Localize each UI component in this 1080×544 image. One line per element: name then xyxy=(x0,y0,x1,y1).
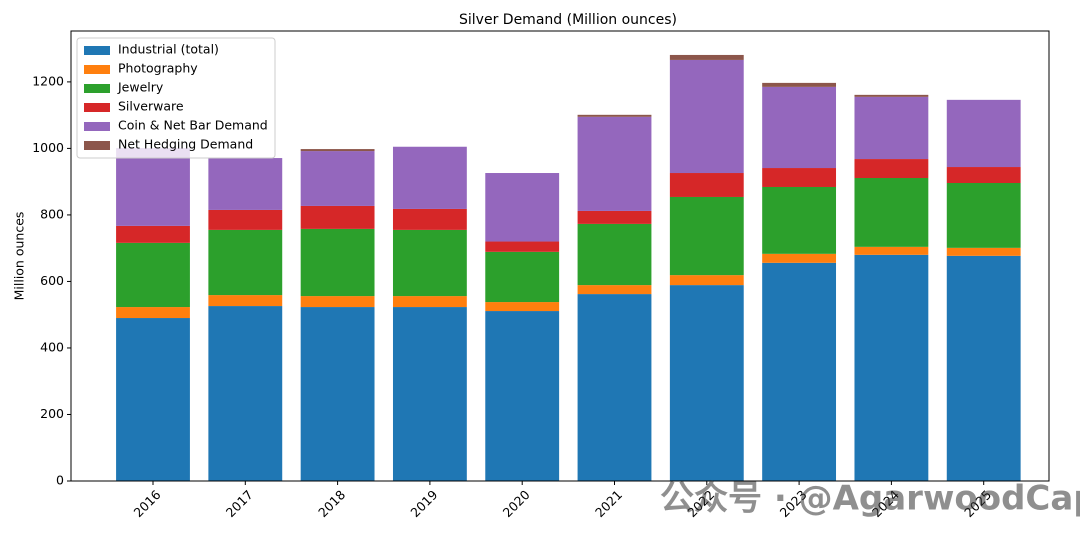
bar-segment xyxy=(392,296,467,308)
legend-label: Silverware xyxy=(118,99,184,114)
bar-segment xyxy=(669,173,744,197)
bar-segment xyxy=(854,94,929,97)
bar-segment xyxy=(485,173,560,242)
bar-segment xyxy=(946,182,1021,248)
bar-segment xyxy=(854,96,929,160)
bar-segment xyxy=(669,59,744,174)
bar-segment xyxy=(300,228,375,297)
bar-segment xyxy=(762,168,837,187)
bar-segment xyxy=(116,225,190,243)
bar-segment xyxy=(300,151,375,206)
legend-label: Industrial (total) xyxy=(118,42,219,57)
plot-frame xyxy=(70,30,1050,482)
bar-segment xyxy=(208,229,283,296)
bar-segment xyxy=(392,208,467,230)
watermark: 公众号 · @AgarwoodCapital xyxy=(660,479,1080,519)
bar-segment xyxy=(485,241,560,252)
bar-segment xyxy=(485,302,560,312)
bar-segment xyxy=(669,285,744,481)
bar-segment xyxy=(208,306,283,481)
legend: Industrial (total) Photography Jewelry Silv… xyxy=(76,37,276,159)
y-axis-label: Million ounces xyxy=(12,212,27,301)
legend-box xyxy=(76,37,276,159)
bar-segment xyxy=(300,307,375,481)
x-tick-label: 2020 xyxy=(500,487,533,520)
bar-segment xyxy=(762,253,837,263)
bar-segment xyxy=(946,247,1021,256)
bar-segment xyxy=(300,296,375,308)
bar-segment xyxy=(669,275,744,286)
bar-segment xyxy=(762,82,837,87)
bar-segment xyxy=(762,262,837,481)
bar-segment xyxy=(946,167,1021,183)
bar-segment xyxy=(116,307,190,319)
x-tick-label: 2017 xyxy=(223,487,256,520)
bar-segment xyxy=(208,158,283,210)
bar-segment xyxy=(208,295,283,307)
bar-segment xyxy=(762,86,837,169)
y-tick-label: 800 xyxy=(40,206,64,221)
legend-swatch xyxy=(84,84,110,93)
legend-swatch xyxy=(84,122,110,131)
legend-swatch xyxy=(84,141,110,150)
x-tick-label: 2018 xyxy=(315,487,348,520)
legend-label: Jewelry xyxy=(117,80,164,95)
bar-segment xyxy=(854,254,929,481)
bar-segment xyxy=(577,116,652,211)
bar-segment xyxy=(392,307,467,481)
legend-swatch xyxy=(84,46,110,55)
bar-segment xyxy=(116,148,190,226)
legend-swatch xyxy=(84,65,110,74)
bar-segment xyxy=(577,114,652,117)
bar-segment xyxy=(208,209,283,230)
bar-segment xyxy=(946,255,1021,481)
bar-segment xyxy=(946,99,1021,168)
bar-segment xyxy=(577,285,652,295)
bar-segment xyxy=(577,294,652,481)
legend-swatch xyxy=(84,103,110,112)
bar-segment xyxy=(762,186,837,254)
x-tick-label: 2021 xyxy=(592,487,625,520)
y-tick-label: 200 xyxy=(40,406,64,421)
bar-segment xyxy=(485,251,560,303)
bar-segment xyxy=(669,196,744,276)
legend-label: Net Hedging Demand xyxy=(118,137,253,152)
y-tick-label: 1200 xyxy=(32,73,64,88)
chart-title: Silver Demand (Million ounces) xyxy=(459,12,677,28)
bar-segment xyxy=(577,210,652,224)
y-tick-label: 600 xyxy=(40,273,64,288)
bar-segment xyxy=(485,311,560,481)
x-tick-label: 2019 xyxy=(407,487,440,520)
bar-segment xyxy=(300,205,375,229)
bar-segment xyxy=(669,54,744,60)
bar-segment xyxy=(577,223,652,286)
x-tick-label: 2016 xyxy=(130,487,163,520)
legend-label: Photography xyxy=(118,61,198,76)
bar-segment xyxy=(854,159,929,179)
y-tick-label: 0 xyxy=(56,473,64,488)
bar-segment xyxy=(854,246,929,255)
bar-segment xyxy=(116,318,190,481)
bar-segment xyxy=(854,178,929,247)
bar-segment xyxy=(392,229,467,297)
legend-label: Coin & Net Bar Demand xyxy=(118,118,268,133)
bar-segment xyxy=(116,242,190,308)
bar-segment xyxy=(300,149,375,152)
bar-segment xyxy=(392,146,467,209)
y-tick-label: 1000 xyxy=(32,140,64,155)
y-tick-label: 400 xyxy=(40,339,64,354)
